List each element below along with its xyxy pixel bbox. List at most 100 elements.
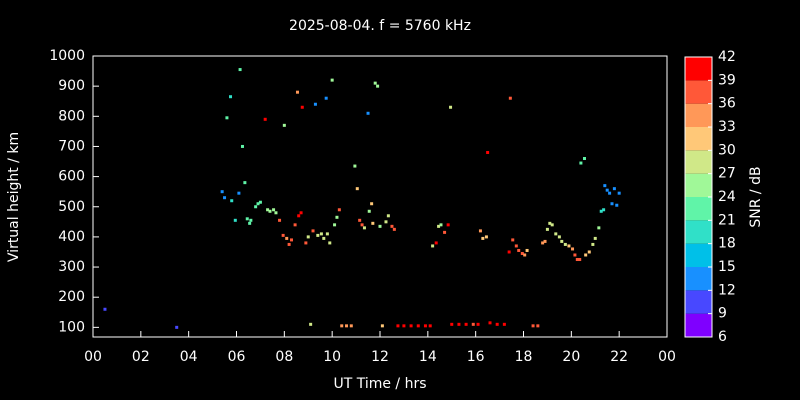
colorbar-tick-label: 36 xyxy=(718,96,736,112)
point xyxy=(439,223,443,227)
point xyxy=(367,209,371,213)
point xyxy=(311,229,315,233)
point xyxy=(402,324,406,328)
point xyxy=(602,208,606,212)
colorbar-tick-label: 6 xyxy=(718,329,727,345)
x-tick-label: 02 xyxy=(132,349,150,365)
point xyxy=(370,202,374,206)
y-tick-label: 800 xyxy=(58,108,85,124)
point xyxy=(293,223,297,227)
point xyxy=(282,123,286,127)
point xyxy=(416,324,420,328)
point xyxy=(443,230,447,234)
point xyxy=(550,223,554,227)
point xyxy=(287,242,291,246)
colorbar-tick-label: 24 xyxy=(718,189,736,205)
point xyxy=(543,239,547,243)
point xyxy=(373,81,377,85)
colorbar-tick-label: 15 xyxy=(718,259,736,275)
point xyxy=(464,322,468,326)
point xyxy=(541,241,545,245)
y-tick-label: 900 xyxy=(58,78,85,94)
y-tick-label: 100 xyxy=(58,319,85,335)
point xyxy=(274,211,278,215)
point xyxy=(578,258,582,262)
point xyxy=(575,258,579,262)
point xyxy=(237,191,241,195)
colorbar-label: SNR / dB xyxy=(748,166,764,227)
point xyxy=(319,232,323,236)
point xyxy=(337,208,341,212)
point xyxy=(340,324,344,328)
point xyxy=(573,253,577,257)
point xyxy=(599,209,603,213)
y-axis-label: Virtual height / km xyxy=(6,132,22,262)
point xyxy=(238,68,242,72)
point xyxy=(507,250,511,254)
point xyxy=(608,191,612,195)
point xyxy=(536,324,540,328)
point xyxy=(384,220,388,224)
point xyxy=(330,78,334,82)
colorbar-tick-label: 18 xyxy=(718,236,736,252)
point xyxy=(258,200,262,204)
point xyxy=(488,321,492,325)
point xyxy=(545,227,549,231)
point xyxy=(355,187,359,191)
colorbar-band xyxy=(685,220,712,244)
point xyxy=(386,214,390,218)
colorbar-tick-label: 39 xyxy=(718,72,736,88)
point xyxy=(362,226,366,230)
point xyxy=(371,221,375,225)
colorbar-band xyxy=(685,173,712,197)
point xyxy=(378,224,382,228)
point xyxy=(223,196,227,200)
point xyxy=(582,157,586,161)
x-tick-label: 22 xyxy=(610,349,628,365)
colorbar-band xyxy=(685,57,712,81)
x-tick-label: 00 xyxy=(658,349,676,365)
point xyxy=(316,233,320,237)
colorbar-band xyxy=(685,80,712,104)
point xyxy=(300,105,304,109)
point xyxy=(220,190,224,194)
point xyxy=(290,238,294,242)
point xyxy=(476,322,480,326)
point xyxy=(243,181,247,185)
point xyxy=(256,202,260,206)
point xyxy=(511,238,515,242)
colorbar-band xyxy=(685,313,712,337)
point xyxy=(360,223,364,227)
point xyxy=(423,324,427,328)
point xyxy=(450,322,454,326)
x-tick-label: 10 xyxy=(323,349,341,365)
point xyxy=(335,215,339,219)
point xyxy=(349,324,353,328)
x-tick-label: 12 xyxy=(371,349,389,365)
point xyxy=(437,224,441,228)
point xyxy=(471,322,475,326)
point xyxy=(366,111,370,115)
point xyxy=(299,211,303,215)
point xyxy=(514,244,518,248)
point xyxy=(229,95,233,99)
point xyxy=(248,221,252,225)
colorbar-band xyxy=(685,290,712,314)
x-tick-label: 20 xyxy=(562,349,580,365)
y-tick-label: 500 xyxy=(58,199,85,215)
point xyxy=(295,90,299,94)
x-tick-label: 04 xyxy=(180,349,198,365)
point xyxy=(478,229,482,233)
point xyxy=(584,253,588,257)
point xyxy=(446,223,450,227)
y-tick-label: 1000 xyxy=(49,48,85,64)
point xyxy=(481,236,485,240)
point xyxy=(502,322,506,326)
colorbar-band xyxy=(685,243,712,267)
colorbar-tick-label: 9 xyxy=(718,306,727,322)
point xyxy=(434,241,438,245)
point xyxy=(591,242,595,246)
point xyxy=(390,224,394,228)
chart-title: 2025-08-04. f = 5760 kHz xyxy=(289,18,471,34)
